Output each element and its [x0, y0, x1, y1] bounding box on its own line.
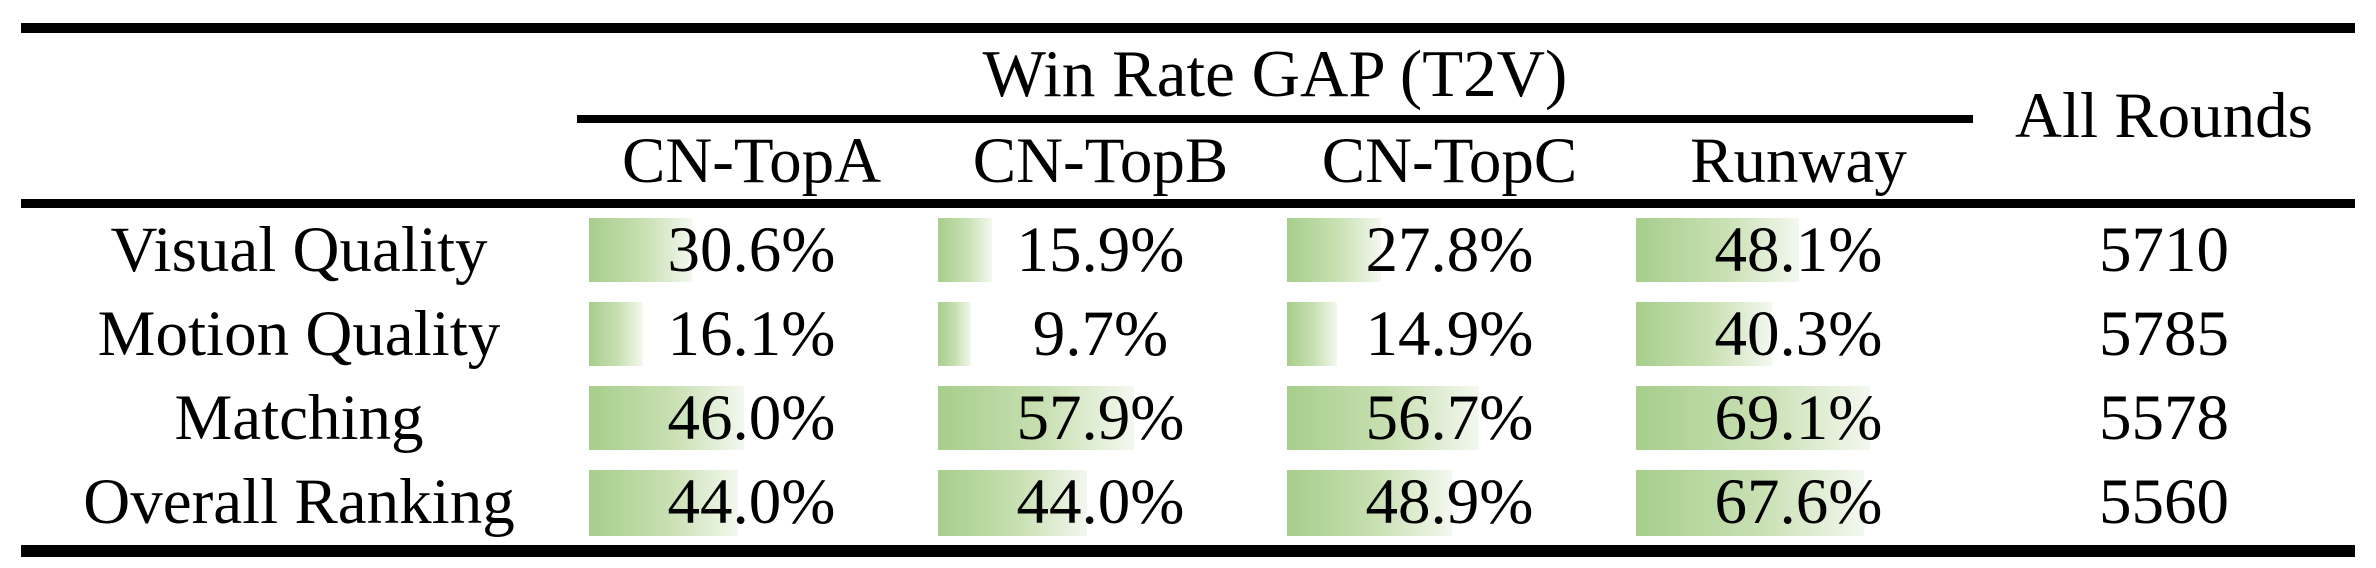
win-rate-value: 57.9%: [1016, 381, 1185, 454]
win-rate-value: 40.3%: [1714, 297, 1883, 370]
data-bar-track: [589, 470, 927, 536]
data-bar-track: [938, 386, 1276, 450]
win-rate-value: 44.0%: [667, 466, 836, 538]
all-rounds-value: 5785: [2099, 297, 2229, 370]
win-rate-cell: 56.7%: [1275, 376, 1624, 460]
data-bar: [938, 218, 992, 282]
data-bar: [1287, 302, 1338, 366]
row-label-motion-quality: Motion Quality: [97, 297, 501, 370]
win-rate-value: 27.8%: [1365, 213, 1534, 286]
all-rounds-value: 5560: [2099, 466, 2229, 538]
data-bar: [589, 218, 693, 282]
win-rate-value: 9.7%: [1032, 297, 1169, 370]
win-rate-cell: 14.9%: [1275, 292, 1624, 376]
data-bar-track: [938, 470, 1276, 536]
data-bar: [589, 302, 644, 366]
data-bar-track: [1636, 302, 1974, 366]
data-bar-track: [1287, 470, 1625, 536]
data-bar-track: [589, 302, 927, 366]
all-rounds-value: 5710: [2099, 213, 2229, 286]
win-rate-value: 67.6%: [1714, 466, 1883, 538]
data-bar-track: [1636, 386, 1974, 450]
win-rate-cell: 30.6%: [577, 208, 926, 292]
win-rate-cell: 46.0%: [577, 376, 926, 460]
win-rate-value: 30.6%: [667, 213, 836, 286]
top-rule: [21, 23, 2355, 33]
win-rate-cell: 57.9%: [926, 376, 1275, 460]
win-rate-value: 69.1%: [1714, 381, 1883, 454]
data-bar-track: [1287, 386, 1625, 450]
data-bar-track: [1287, 302, 1625, 366]
win-rate-cell: 48.1%: [1624, 208, 1973, 292]
win-rate-cell: 16.1%: [577, 292, 926, 376]
win-rate-cell: 67.6%: [1624, 460, 1973, 545]
win-rate-value: 16.1%: [667, 297, 836, 370]
column-header-cn-topc: CN-TopC: [1321, 124, 1578, 197]
column-header-all-rounds: All Rounds: [2015, 79, 2313, 152]
data-bar: [938, 386, 1134, 450]
win-rate-value: 44.0%: [1016, 466, 1185, 538]
data-bar: [1287, 386, 1479, 450]
row-label-visual-quality: Visual Quality: [110, 213, 488, 286]
table-title: Win Rate GAP (T2V): [982, 36, 1568, 111]
win-rate-cell: 40.3%: [1624, 292, 1973, 376]
bottom-rule: [21, 545, 2355, 557]
data-bar-track: [1636, 218, 1974, 282]
win-rate-cell: 44.0%: [926, 460, 1275, 545]
win-rate-cell: 48.9%: [1275, 460, 1624, 545]
data-bar: [1636, 386, 1870, 450]
win-rate-value: 46.0%: [667, 381, 836, 454]
win-rate-value: 48.9%: [1365, 466, 1534, 538]
data-bar: [938, 470, 1087, 536]
data-bar-track: [938, 218, 1276, 282]
win-rate-cell: 15.9%: [926, 208, 1275, 292]
all-rounds-value: 5578: [2099, 381, 2229, 454]
win-rate-value: 56.7%: [1365, 381, 1534, 454]
data-bar-track: [1636, 470, 1974, 536]
data-bar: [589, 386, 745, 450]
win-rate-cell: 9.7%: [926, 292, 1275, 376]
column-header-runway: Runway: [1690, 124, 1907, 197]
data-bar: [938, 302, 971, 366]
data-bar: [1636, 302, 1773, 366]
data-bar: [1636, 218, 1799, 282]
column-header-cn-topb: CN-TopB: [972, 124, 1229, 197]
data-bar-track: [589, 386, 927, 450]
data-bar: [589, 470, 738, 536]
row-label-matching: Matching: [174, 381, 424, 454]
data-bar: [1287, 218, 1381, 282]
data-bar-track: [1287, 218, 1625, 282]
mid-rule: [21, 199, 2355, 208]
data-bar-track: [938, 302, 1276, 366]
cmid-rule: [577, 115, 1973, 123]
win-rate-value: 15.9%: [1016, 213, 1185, 286]
win-rate-cell: 44.0%: [577, 460, 926, 545]
win-rate-cell: 69.1%: [1624, 376, 1973, 460]
column-header-cn-topa: CN-TopA: [621, 124, 882, 197]
data-bar-track: [589, 218, 927, 282]
win-rate-value: 14.9%: [1365, 297, 1534, 370]
data-bar: [1636, 470, 1865, 536]
row-label-overall-ranking: Overall Ranking: [83, 466, 515, 538]
data-bar: [1287, 470, 1453, 536]
win-rate-value: 48.1%: [1714, 213, 1883, 286]
win-rate-cell: 27.8%: [1275, 208, 1624, 292]
